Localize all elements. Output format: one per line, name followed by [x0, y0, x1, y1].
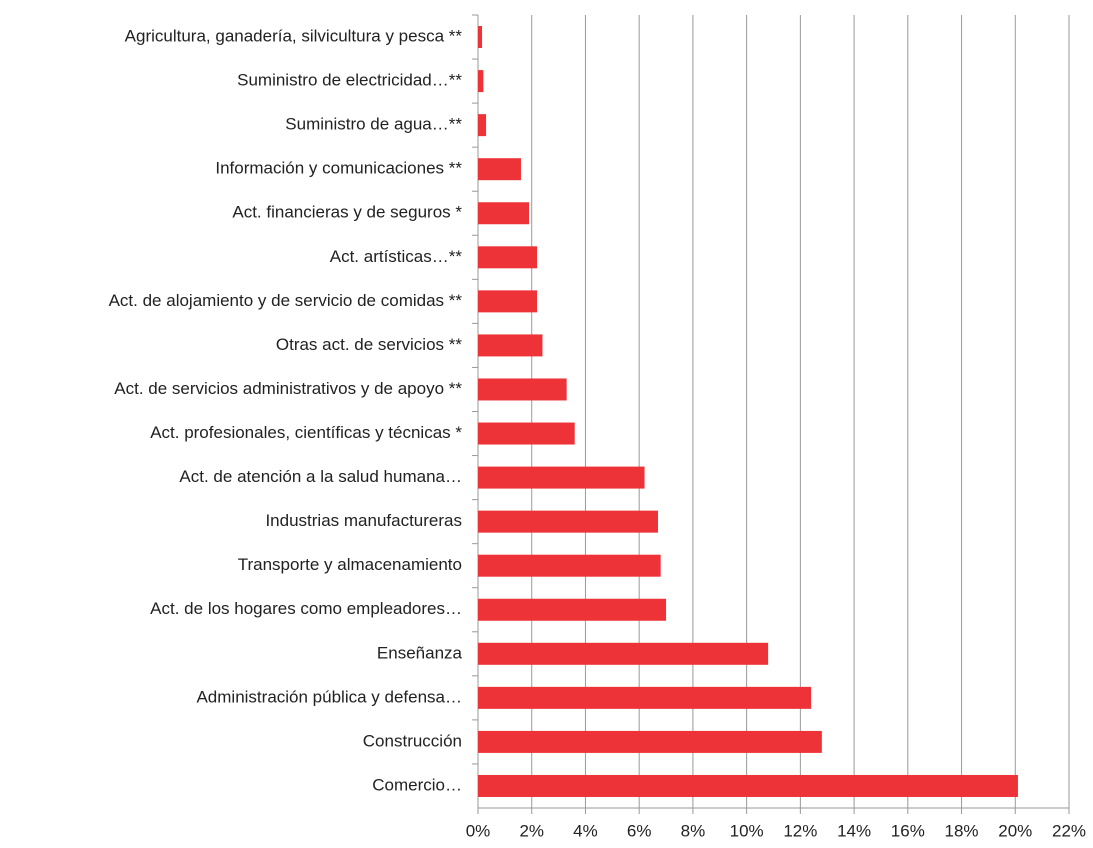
bar — [478, 466, 645, 489]
bar — [478, 290, 538, 313]
x-tick-label: 22% — [1052, 821, 1086, 840]
x-tick-label: 2% — [519, 821, 544, 840]
x-tick-label: 16% — [891, 821, 925, 840]
bar — [478, 202, 530, 225]
bar — [478, 554, 661, 577]
bar — [478, 686, 812, 709]
y-tick-label: Comercio… — [372, 775, 462, 794]
bar — [478, 158, 521, 181]
x-tick-label: 0% — [466, 821, 491, 840]
bar — [478, 378, 567, 401]
y-tick-label: Act. financieras y de seguros * — [232, 203, 462, 222]
y-tick-label: Administración pública y defensa… — [196, 687, 462, 706]
x-tick-label: 18% — [945, 821, 979, 840]
x-tick-label: 12% — [783, 821, 817, 840]
bar — [478, 774, 1018, 797]
y-tick-label: Act. de los hogares como empleadores… — [150, 599, 462, 618]
bar — [478, 246, 538, 269]
bar — [478, 70, 484, 93]
x-tick-label: 20% — [998, 821, 1032, 840]
bar — [478, 598, 667, 621]
y-tick-label: Industrias manufactureras — [265, 511, 462, 530]
y-tick-label: Act. artísticas…** — [330, 247, 463, 266]
x-tick-label: 8% — [681, 821, 706, 840]
y-tick-label: Act. profesionales, científicas y técnic… — [150, 423, 462, 442]
bar — [478, 510, 658, 533]
x-tick-label: 4% — [573, 821, 598, 840]
y-tick-label: Act. de servicios administrativos y de a… — [114, 379, 462, 398]
bar — [478, 642, 769, 665]
y-tick-label: Act. de alojamiento y de servicio de com… — [109, 291, 463, 310]
y-tick-label: Información y comunicaciones ** — [215, 159, 462, 178]
bar — [478, 334, 543, 357]
y-tick-label: Agricultura, ganadería, silvicultura y p… — [125, 27, 463, 46]
y-tick-label: Suministro de electricidad…** — [237, 71, 462, 90]
bar — [478, 730, 822, 753]
y-tick-label: Otras act. de servicios ** — [276, 335, 463, 354]
y-tick-label: Act. de atención a la salud humana… — [179, 467, 462, 486]
y-tick-label: Construcción — [363, 731, 462, 750]
x-tick-label: 10% — [730, 821, 764, 840]
bar — [478, 422, 575, 445]
x-tick-label: 6% — [627, 821, 652, 840]
bar — [478, 26, 483, 49]
y-tick-label: Suministro de agua…** — [285, 115, 462, 134]
y-tick-label: Transporte y almacenamiento — [238, 555, 462, 574]
bar — [478, 114, 487, 137]
x-tick-label: 14% — [837, 821, 871, 840]
y-tick-label: Enseñanza — [377, 643, 463, 662]
